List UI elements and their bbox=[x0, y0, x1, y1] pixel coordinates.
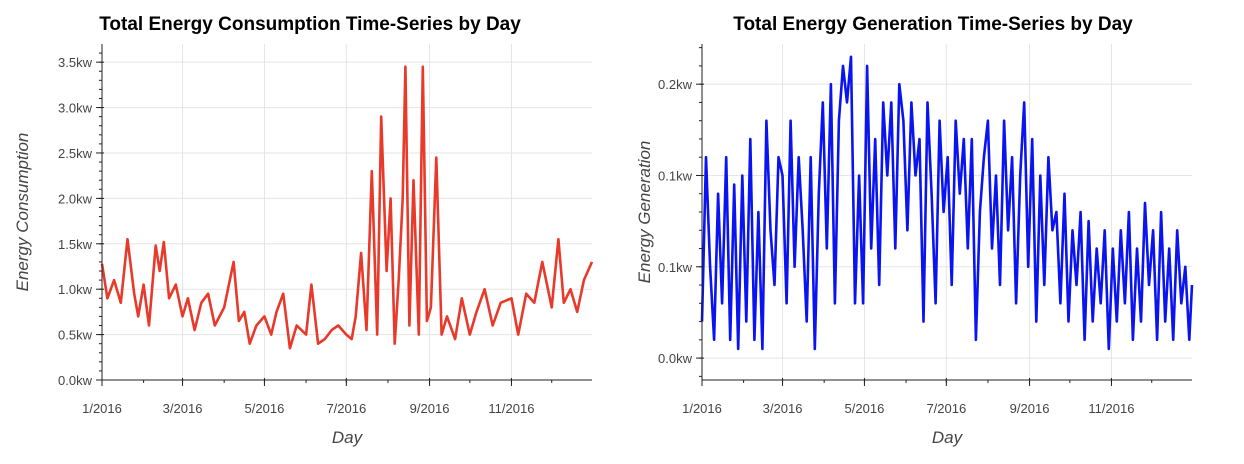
grid bbox=[101, 44, 592, 381]
x-axis-label: Day bbox=[332, 428, 364, 447]
x-tick-label: 3/2016 bbox=[763, 401, 803, 416]
y-tick-label: 3.0kw bbox=[58, 101, 93, 116]
x-tick-label: 11/2016 bbox=[1088, 401, 1134, 416]
chart-title: Total Energy Generation Time-Series by D… bbox=[733, 14, 1133, 35]
series-line bbox=[100, 65, 594, 350]
y-axis-label: Energy Generation bbox=[635, 141, 654, 284]
y-tick-label: 0.1kw bbox=[658, 168, 693, 183]
consumption-chart: 1/2016 3/2016 5/2016 7/2016 9/2016 11/2016 0.0… bbox=[13, 44, 594, 447]
y-tick-label: 0.5kw bbox=[58, 328, 93, 343]
y-tick-label: 1.5kw bbox=[58, 237, 93, 252]
y-tick-label: 2.5kw bbox=[58, 146, 93, 161]
y-tick-label: 0.1kw bbox=[658, 260, 693, 275]
x-tick-label: 1/2016 bbox=[682, 401, 722, 416]
y-tick-label: 0.0kw bbox=[658, 351, 693, 366]
series-line bbox=[700, 55, 1194, 351]
y-tick-label: 1.0kw bbox=[58, 282, 93, 297]
consumption-chart-panel: Total Energy Consumption Time-Series by … bbox=[0, 0, 620, 464]
generation-chart: 1/2016 3/2016 5/2016 7/2016 9/2016 11/2016 0.0… bbox=[635, 44, 1194, 447]
x-axis-label: Day bbox=[932, 428, 964, 447]
x-tick-label: 9/2016 bbox=[1010, 401, 1050, 416]
x-tick-label: 1/2016 bbox=[82, 401, 122, 416]
y-axis-label: Energy Consumption bbox=[13, 133, 32, 292]
x-tick-label: 7/2016 bbox=[326, 401, 366, 416]
x-tick-label: 5/2016 bbox=[245, 401, 285, 416]
y-tick-label: 3.5kw bbox=[58, 55, 93, 70]
generation-chart-panel: Total Energy Generation Time-Series by D… bbox=[622, 0, 1244, 464]
x-tick-label: 11/2016 bbox=[488, 401, 534, 416]
y-tick-label: 2.0kw bbox=[58, 191, 93, 206]
x-tick-label: 7/2016 bbox=[926, 401, 966, 416]
x-tick-label: 5/2016 bbox=[845, 401, 885, 416]
y-tick-label: 0.0kw bbox=[58, 373, 93, 388]
x-tick-label: 3/2016 bbox=[163, 401, 203, 416]
y-tick-label: 0.2kw bbox=[658, 77, 693, 92]
x-tick-label: 9/2016 bbox=[410, 401, 450, 416]
chart-title: Total Energy Consumption Time-Series by … bbox=[99, 14, 521, 35]
